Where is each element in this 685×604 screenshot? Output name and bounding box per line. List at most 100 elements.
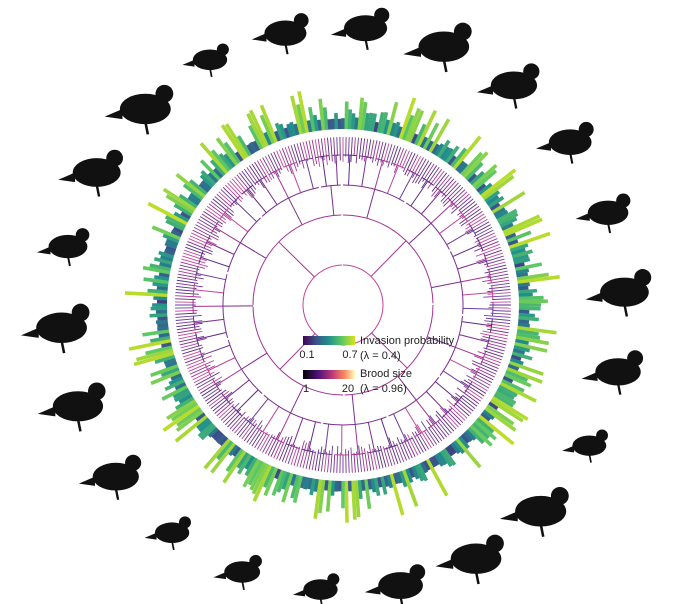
- branch: [296, 440, 305, 467]
- branch: [361, 446, 366, 472]
- bar: [225, 444, 246, 472]
- branch: [210, 221, 219, 234]
- branch: [375, 141, 381, 162]
- branch: [225, 379, 250, 400]
- branch: [284, 147, 293, 166]
- branch: [201, 383, 222, 397]
- branch: [175, 289, 195, 292]
- branch: [443, 186, 464, 207]
- branch: [208, 390, 230, 407]
- bird-head: [453, 22, 472, 41]
- branch: [218, 403, 235, 419]
- bird-body: [119, 93, 171, 125]
- bird-silhouette: [476, 63, 540, 109]
- branch: [371, 140, 378, 163]
- branch: [177, 273, 204, 280]
- bird-silhouette: [581, 350, 644, 395]
- branch: [194, 318, 224, 324]
- branch: [458, 209, 468, 222]
- bar: [450, 135, 482, 173]
- bar: [199, 142, 231, 177]
- bar: [154, 353, 179, 364]
- branch: [459, 208, 481, 224]
- bar: [494, 382, 518, 398]
- branch: [323, 137, 328, 166]
- branch: [463, 379, 487, 394]
- branch: [421, 165, 438, 189]
- branch: [439, 215, 464, 234]
- bar: [496, 380, 537, 403]
- bar: [248, 125, 266, 154]
- branch: [243, 168, 257, 186]
- bird-silhouette: [403, 22, 472, 73]
- branch: [481, 243, 500, 252]
- bar: [210, 149, 234, 175]
- bar: [489, 391, 515, 408]
- branch: [323, 416, 387, 426]
- branch: [441, 407, 453, 419]
- bird-tail: [330, 28, 347, 37]
- branch: [330, 445, 334, 473]
- branch: [236, 174, 255, 197]
- branch: [387, 145, 396, 168]
- branch: [192, 282, 196, 297]
- branch: [302, 441, 311, 469]
- branch: [428, 167, 440, 184]
- branch: [248, 398, 269, 423]
- branch: [320, 449, 325, 472]
- bird-leg: [607, 222, 612, 234]
- bar: [297, 90, 311, 137]
- bird-leg: [616, 383, 622, 395]
- branch: [188, 360, 215, 372]
- branch: [382, 446, 390, 467]
- branch: [367, 422, 376, 452]
- bird-tail: [182, 59, 195, 67]
- branch: [176, 322, 203, 328]
- branch: [472, 360, 498, 372]
- branch: [404, 407, 422, 434]
- branch: [287, 444, 296, 464]
- branch: [366, 189, 376, 219]
- branch: [220, 189, 238, 206]
- branch: [458, 198, 474, 211]
- branch: [471, 368, 494, 381]
- bird-silhouette: [78, 454, 142, 501]
- branch: [385, 447, 393, 466]
- bar: [501, 368, 529, 383]
- bird-tail: [104, 108, 123, 120]
- branch: [238, 417, 255, 438]
- branch: [411, 436, 422, 455]
- bird-tail: [213, 571, 227, 580]
- branch: [188, 238, 212, 249]
- bar: [471, 169, 498, 193]
- bar: [514, 295, 544, 301]
- branch: [414, 426, 430, 450]
- branch: [437, 420, 450, 436]
- bird-tail: [37, 406, 56, 417]
- branch: [333, 137, 336, 164]
- bar: [502, 365, 543, 384]
- branch: [435, 410, 455, 432]
- branch: [180, 261, 206, 269]
- branch: [385, 144, 393, 163]
- branch: [427, 168, 443, 189]
- bar: [507, 350, 533, 361]
- bird-silhouette: [585, 269, 652, 317]
- branch: [214, 398, 233, 414]
- branch: [290, 145, 299, 168]
- branch: [487, 279, 510, 284]
- branch: [474, 241, 499, 252]
- bar: [150, 362, 183, 378]
- bar: [504, 231, 551, 251]
- branch: [287, 146, 298, 172]
- branch: [234, 176, 253, 199]
- branch: [449, 251, 464, 314]
- bar: [350, 476, 357, 520]
- branch: [460, 380, 485, 397]
- branch: [191, 232, 217, 246]
- branch: [386, 165, 399, 194]
- branch: [234, 200, 257, 223]
- branch: [407, 434, 419, 456]
- branch: [414, 160, 430, 184]
- bar: [166, 396, 200, 421]
